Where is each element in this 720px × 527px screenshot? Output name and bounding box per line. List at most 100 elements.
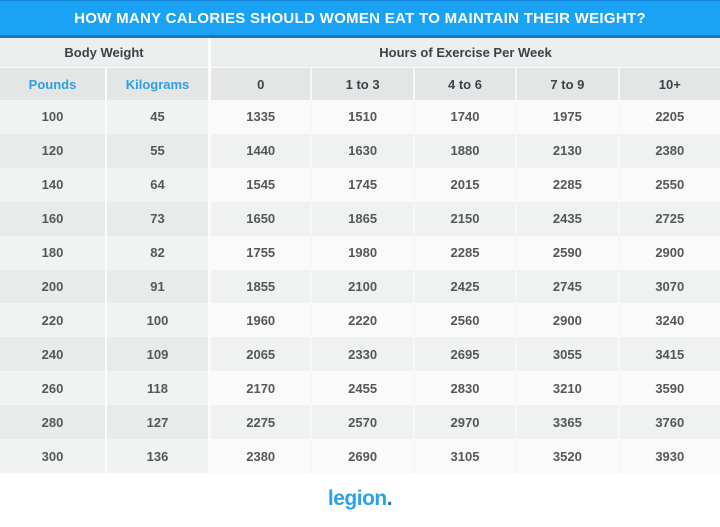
cell-calories: 1510 xyxy=(310,100,413,134)
table-row: 120 55 1440 1630 1880 2130 2380 xyxy=(0,133,720,168)
cell-calories: 1335 xyxy=(208,100,311,134)
cell-calories: 2695 xyxy=(412,337,516,372)
cell-pounds: 240 xyxy=(0,337,105,372)
table-row: 100 45 1335 1510 1740 1975 2205 xyxy=(0,100,720,134)
group-header-body-weight: Body Weight xyxy=(0,38,208,68)
page-title: HOW MANY CALORIES SHOULD WOMEN EAT TO MA… xyxy=(74,9,646,27)
cell-calories: 1980 xyxy=(310,235,413,270)
table-row: 160 73 1650 1865 2150 2435 2725 xyxy=(0,201,720,236)
legion-logo: legion. xyxy=(327,487,393,511)
cell-kilograms: 109 xyxy=(105,337,208,372)
cell-calories: 2330 xyxy=(310,337,413,372)
cell-calories: 3520 xyxy=(515,439,618,473)
cell-kilograms: 136 xyxy=(105,439,208,473)
table-row: 220 100 1960 2220 2560 2900 3240 xyxy=(0,303,720,338)
cell-calories: 1865 xyxy=(310,201,413,236)
cell-calories: 2205 xyxy=(617,100,720,134)
cell-pounds: 120 xyxy=(0,133,105,168)
column-header-0: 0 xyxy=(208,68,311,100)
column-header-7-to-9: 7 to 9 xyxy=(515,68,618,100)
cell-kilograms: 82 xyxy=(105,235,208,270)
cell-calories: 2970 xyxy=(412,405,516,440)
cell-kilograms: 118 xyxy=(105,371,208,406)
cell-kilograms: 73 xyxy=(105,201,208,236)
cell-calories: 1975 xyxy=(515,100,618,134)
cell-pounds: 200 xyxy=(0,269,105,304)
cell-calories: 2590 xyxy=(515,235,618,270)
cell-calories: 2285 xyxy=(515,167,618,202)
calorie-table: Body Weight Hours of Exercise Per Week P… xyxy=(0,38,720,473)
cell-calories: 2380 xyxy=(617,133,720,168)
cell-pounds: 260 xyxy=(0,371,105,406)
column-header-10-: 10+ xyxy=(617,68,720,100)
cell-calories: 3590 xyxy=(617,371,720,406)
table-row: 140 64 1545 1745 2015 2285 2550 xyxy=(0,167,720,202)
cell-pounds: 100 xyxy=(0,100,105,134)
cell-calories: 2100 xyxy=(310,269,413,304)
column-header-pounds: Pounds xyxy=(0,68,105,100)
cell-calories: 2130 xyxy=(515,133,618,168)
column-header-kilograms: Kilograms xyxy=(105,68,208,100)
cell-calories: 2690 xyxy=(310,439,413,473)
cell-calories: 1855 xyxy=(208,269,311,304)
cell-kilograms: 100 xyxy=(105,303,208,338)
cell-calories: 1755 xyxy=(208,235,311,270)
table-row: 200 91 1855 2100 2425 2745 3070 xyxy=(0,269,720,304)
cell-calories: 2380 xyxy=(208,439,311,473)
cell-calories: 2745 xyxy=(515,269,618,304)
cell-pounds: 300 xyxy=(0,439,105,473)
title-bar: HOW MANY CALORIES SHOULD WOMEN EAT TO MA… xyxy=(0,0,720,38)
cell-calories: 1960 xyxy=(208,303,311,338)
cell-calories: 3105 xyxy=(412,439,516,473)
cell-calories: 3055 xyxy=(515,337,618,372)
cell-calories: 2900 xyxy=(515,303,618,338)
cell-pounds: 140 xyxy=(0,167,105,202)
cell-pounds: 180 xyxy=(0,235,105,270)
cell-pounds: 160 xyxy=(0,201,105,236)
group-header-exercise-per-week: Hours of Exercise Per Week xyxy=(208,38,720,68)
cell-calories: 2550 xyxy=(617,167,720,202)
cell-kilograms: 45 xyxy=(105,100,208,134)
cell-calories: 2455 xyxy=(310,371,413,406)
cell-calories: 2170 xyxy=(208,371,311,406)
table-row: 240 109 2065 2330 2695 3055 3415 xyxy=(0,337,720,372)
cell-calories: 3760 xyxy=(617,405,720,440)
cell-calories: 3070 xyxy=(617,269,720,304)
table-body: 100 45 1335 1510 1740 1975 2205 120 55 1440 1630 18… xyxy=(0,100,720,473)
cell-pounds: 220 xyxy=(0,303,105,338)
cell-calories: 1440 xyxy=(208,133,311,168)
cell-calories: 2065 xyxy=(208,337,311,372)
cell-calories: 1745 xyxy=(310,167,413,202)
cell-calories: 2015 xyxy=(412,167,516,202)
table-row: 300 136 2380 2690 3105 3520 3930 xyxy=(0,439,720,473)
cell-calories: 2570 xyxy=(310,405,413,440)
cell-calories: 2725 xyxy=(617,201,720,236)
cell-calories: 2275 xyxy=(208,405,311,440)
cell-kilograms: 91 xyxy=(105,269,208,304)
cell-calories: 3240 xyxy=(617,303,720,338)
cell-calories: 3930 xyxy=(617,439,720,473)
cell-calories: 2285 xyxy=(412,235,516,270)
cell-calories: 1650 xyxy=(208,201,311,236)
cell-calories: 1630 xyxy=(310,133,413,168)
footer: legion. xyxy=(0,472,720,526)
cell-kilograms: 64 xyxy=(105,167,208,202)
table-row: 180 82 1755 1980 2285 2590 2900 xyxy=(0,235,720,270)
cell-calories: 2425 xyxy=(412,269,516,304)
logo-text: legion xyxy=(327,487,387,511)
cell-calories: 2900 xyxy=(617,235,720,270)
column-header-1-to-3: 1 to 3 xyxy=(310,68,413,100)
cell-calories: 2560 xyxy=(412,303,516,338)
cell-calories: 1880 xyxy=(412,133,516,168)
cell-calories: 2830 xyxy=(412,371,516,406)
cell-calories: 1545 xyxy=(208,167,311,202)
cell-calories: 3415 xyxy=(617,337,720,372)
column-header-4-to-6: 4 to 6 xyxy=(412,68,516,100)
logo-dot: . xyxy=(386,487,393,511)
table-group-header-row: Body Weight Hours of Exercise Per Week xyxy=(0,38,720,68)
cell-kilograms: 127 xyxy=(105,405,208,440)
cell-kilograms: 55 xyxy=(105,133,208,168)
cell-calories: 2220 xyxy=(310,303,413,338)
